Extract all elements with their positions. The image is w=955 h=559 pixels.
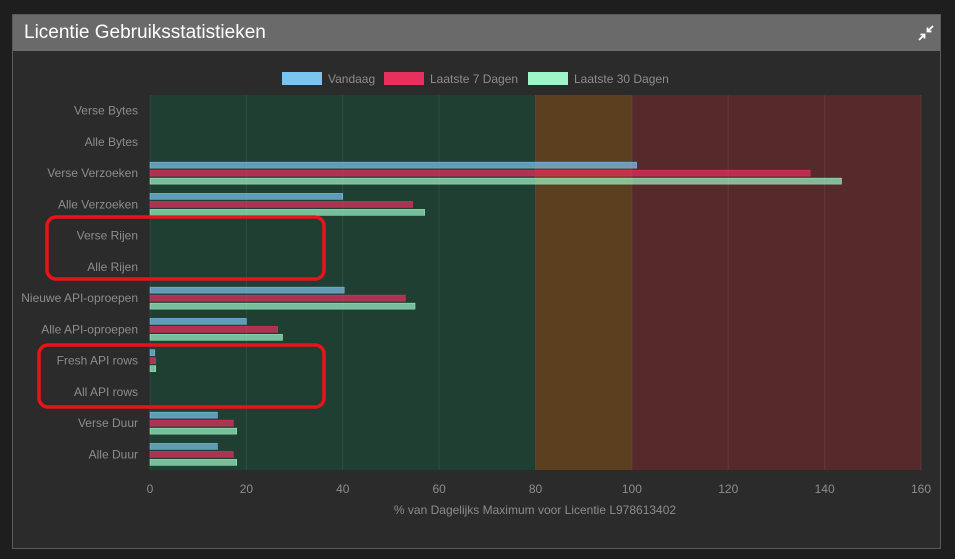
legend-label[interactable]: Vandaag (328, 72, 375, 86)
x-tick-label: 140 (815, 482, 835, 496)
y-tick-label: Nieuwe API-oproepen (21, 291, 138, 305)
x-axis-ticks: 0 20 40 60 80 100 120 140 160 (147, 482, 932, 496)
bar (149, 443, 218, 450)
bars (149, 161, 842, 466)
x-tick-label: 100 (622, 482, 642, 496)
x-tick-label: 80 (529, 482, 543, 496)
highlight-box (45, 215, 326, 281)
legend-swatch[interactable] (528, 72, 568, 85)
panel-header: Licentie Gebruiksstatistieken (13, 15, 940, 51)
y-tick-label: Verse Bytes (74, 104, 138, 118)
x-tick-label: 60 (432, 482, 446, 496)
x-tick-label: 40 (336, 482, 350, 496)
highlight-boxes (37, 215, 326, 409)
legend[interactable]: Vandaag Laatste 7 Dagen Laatste 30 Dagen (282, 72, 669, 86)
x-tick-label: 0 (147, 482, 154, 496)
legend-label[interactable]: Laatste 7 Dagen (430, 72, 518, 86)
y-tick-label: Fresh API rows (57, 354, 138, 368)
bar (149, 349, 156, 356)
bar (149, 451, 234, 458)
y-tick-label: Alle API-oproepen (41, 322, 138, 336)
x-tick-label: 160 (911, 482, 931, 496)
x-axis-title: % van Dagelijks Maximum voor Licentie L9… (394, 503, 676, 517)
bar (149, 286, 345, 294)
legend-swatch[interactable] (282, 72, 322, 85)
bar (149, 161, 637, 169)
bar (149, 294, 406, 302)
y-tick-label: Alle Duur (89, 447, 138, 461)
collapse-arrows-icon[interactable] (917, 24, 935, 42)
highlight-box (37, 343, 326, 409)
x-tick-label: 20 (240, 482, 254, 496)
bar (149, 365, 157, 372)
zone-band (535, 95, 632, 470)
x-tick-label: 120 (718, 482, 738, 496)
zone-band (631, 95, 921, 470)
legend-swatch[interactable] (384, 72, 424, 85)
bar (149, 459, 237, 466)
y-tick-label: Alle Verzoeken (58, 197, 138, 211)
bar (149, 193, 343, 200)
y-axis-labels: Verse Bytes Alle Bytes Verse Verzoeken Alle… (21, 104, 138, 462)
bar (149, 169, 811, 177)
bar (149, 357, 157, 364)
bar (149, 411, 218, 419)
bar (149, 334, 283, 341)
bar (149, 419, 234, 427)
bar (149, 209, 425, 216)
bar (149, 318, 247, 325)
y-tick-label: Verse Rijen (77, 229, 138, 243)
legend-label[interactable]: Laatste 30 Dagen (574, 72, 669, 86)
bar (149, 201, 413, 208)
bar (149, 302, 416, 310)
panel-title: Licentie Gebruiksstatistieken (24, 22, 266, 43)
bar (149, 427, 237, 435)
y-tick-label: All API rows (74, 385, 138, 399)
y-tick-label: Alle Rijen (87, 260, 138, 274)
y-tick-label: Alle Bytes (85, 135, 138, 149)
y-tick-label: Verse Duur (78, 416, 138, 430)
y-tick-label: Verse Verzoeken (47, 166, 138, 180)
bar (149, 326, 278, 333)
bar (149, 177, 842, 185)
